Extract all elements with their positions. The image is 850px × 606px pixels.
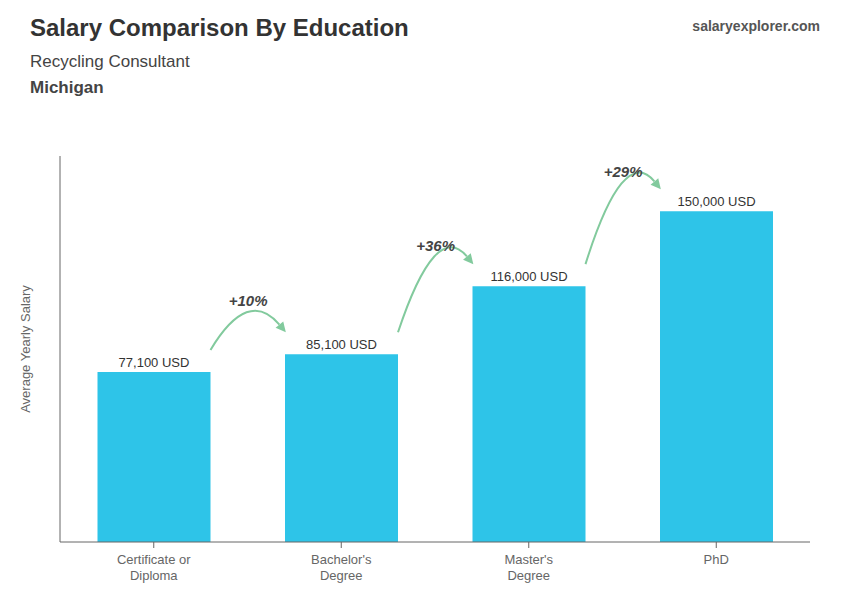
html-text:Salary Comparison By Education: Salary Comparison By Education bbox=[30, 14, 409, 41]
svg-text:+36%: +36% bbox=[416, 237, 455, 254]
svg-text:PhD: PhD bbox=[704, 552, 729, 567]
svg-text:Master'sDegree: Master'sDegree bbox=[504, 552, 553, 583]
svg-text:150,000 USD: 150,000 USD bbox=[677, 194, 755, 209]
svg-text:116,000 USD: 116,000 USD bbox=[490, 269, 567, 284]
svg-text:Certificate orDiploma: Certificate orDiploma bbox=[117, 552, 191, 583]
svg-text:85,100 USD: 85,100 USD bbox=[306, 337, 377, 352]
html-text:Recycling Consultant: Recycling Consultant bbox=[30, 52, 190, 71]
html-text:Michigan: Michigan bbox=[30, 78, 104, 97]
svg-text:+29%: +29% bbox=[604, 163, 643, 180]
svg-text:+10%: +10% bbox=[229, 292, 268, 309]
svg-text:77,100 USD: 77,100 USD bbox=[119, 355, 190, 370]
svg-text:Bachelor'sDegree: Bachelor'sDegree bbox=[311, 552, 372, 583]
html-text:salaryexplorer.com: salaryexplorer.com bbox=[692, 18, 820, 34]
svg-text:Average Yearly Salary: Average Yearly Salary bbox=[18, 285, 33, 413]
